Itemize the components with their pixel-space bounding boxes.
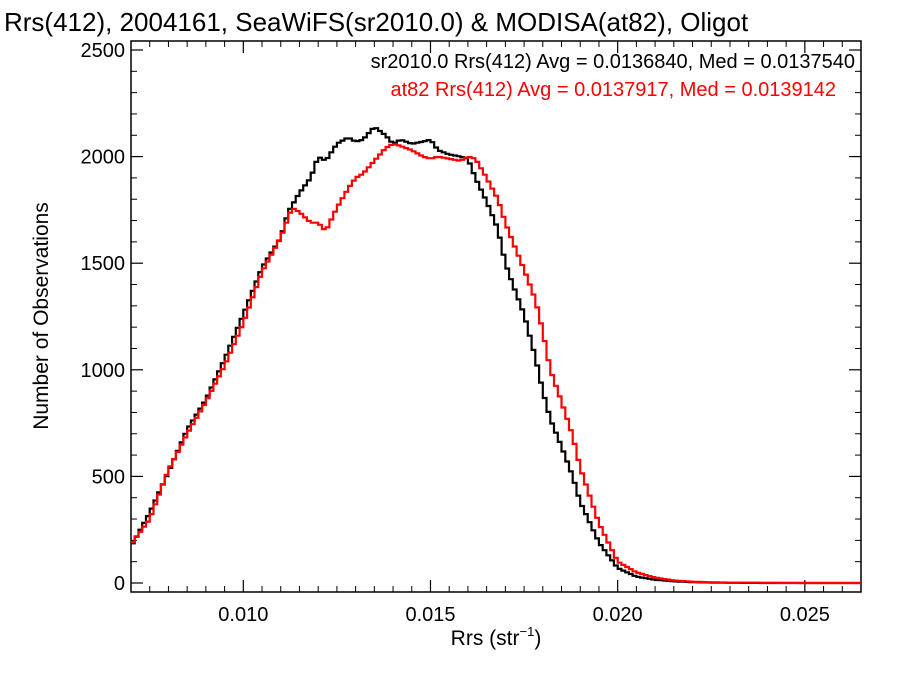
y-tick-label: 2500 [81,40,126,62]
x-tick-label: 0.020 [593,604,643,626]
plot-frame [130,40,862,593]
y-tick-label: 0 [114,573,125,595]
axis-ticks: 0.010 0.015 0.020 0.025 0 500 1000 1500 2000 2500 [81,40,861,626]
y-tick-label: 2000 [81,147,126,169]
series-line-at82 [131,143,861,585]
x-tick-label: 0.025 [780,604,830,626]
legend-entry-at82: at82 Rrs(412) Avg = 0.0137917, Med = 0.0… [390,79,836,101]
legend-entry-sr2010: sr2010.0 Rrs(412) Avg = 0.0136840, Med =… [371,51,855,73]
x-tick-label: 0.015 [405,604,455,626]
x-axis-label-exponent: −1 [520,624,535,639]
y-tick-label: 1500 [81,253,126,275]
x-axis-label-main: Rrs (str [451,627,520,650]
x-axis-label-close: ) [534,627,541,650]
y-tick-label: 500 [92,466,125,488]
series-layer [131,127,861,585]
chart-title: Rrs(412), 2004161, SeaWiFS(sr2010.0) & M… [4,7,749,37]
y-tick-label: 1000 [81,360,126,382]
x-tick-label: 0.010 [218,604,268,626]
x-axis-label: Rrs (str−1) [451,624,542,650]
y-axis-label: Number of Observations [30,202,53,430]
